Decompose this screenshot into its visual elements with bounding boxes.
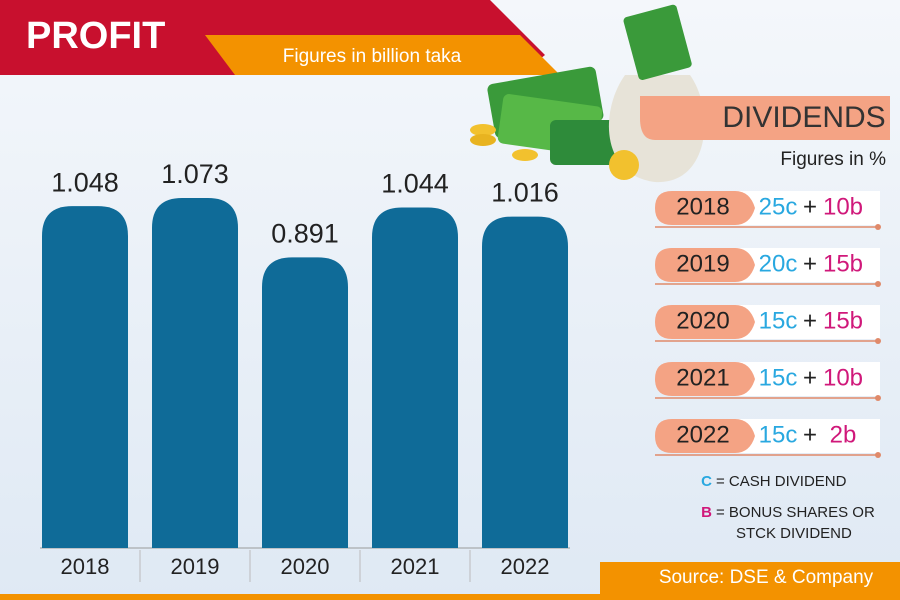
plus: + (803, 250, 817, 277)
row-background (730, 362, 880, 396)
legend-key: B (701, 504, 712, 521)
footer-strip (0, 594, 900, 600)
dividends-title: DIVIDENDS (722, 101, 885, 134)
plus: + (803, 307, 817, 334)
year: 2020 (676, 307, 729, 334)
row-dot (875, 338, 881, 344)
year-pill (655, 305, 755, 339)
plus: + (803, 364, 817, 391)
x-tick-label: 2020 (281, 554, 330, 579)
dividends-subtitle: Figures in % (780, 149, 886, 170)
cash: 15c (759, 421, 798, 448)
bonus: 2b (830, 421, 857, 448)
year: 2022 (676, 421, 729, 448)
row-background (730, 419, 880, 453)
bar (262, 257, 348, 548)
value-label: 0.891 (271, 218, 339, 248)
x-tick-label: 2022 (501, 554, 550, 579)
x-tick-label: 2018 (61, 554, 110, 579)
bar (152, 198, 238, 548)
value-label: 1.044 (381, 169, 449, 199)
row-dot (875, 224, 881, 230)
row-background (730, 305, 880, 339)
bar (42, 206, 128, 548)
subtitle-banner (205, 35, 560, 75)
plus: + (803, 193, 817, 220)
bar (482, 216, 568, 549)
legend-key: C (701, 473, 712, 490)
bar (372, 207, 458, 548)
cash: 20c (759, 250, 798, 277)
row-background (730, 248, 880, 282)
year-pill (655, 191, 755, 225)
row-dot (875, 452, 881, 458)
year: 2018 (676, 193, 729, 220)
plus: + (803, 421, 817, 448)
x-tick-label: 2021 (391, 554, 440, 579)
source-bar (600, 562, 900, 594)
row-dot (875, 395, 881, 401)
row-dot (875, 281, 881, 287)
subtitle: Figures in billion taka (283, 46, 462, 67)
year-pill (655, 419, 755, 453)
bonus: 10b (823, 193, 863, 220)
bonus: 15b (823, 250, 863, 277)
cash: 25c (759, 193, 798, 220)
legend-text: = BONUS SHARES OR (716, 504, 875, 521)
row-background (730, 191, 880, 225)
dividends-banner (640, 96, 890, 140)
value-label: 1.073 (161, 159, 229, 189)
value-label: 1.016 (491, 178, 559, 208)
bonus: 15b (823, 307, 863, 334)
year: 2019 (676, 250, 729, 277)
year-pill (655, 362, 755, 396)
year: 2021 (676, 364, 729, 391)
x-tick-label: 2019 (171, 554, 220, 579)
value-label: 1.048 (51, 167, 119, 197)
legend-text: STCK DIVIDEND (736, 525, 852, 542)
bonus: 10b (823, 364, 863, 391)
title: PROFIT (26, 15, 165, 57)
source: Source: DSE & Company (659, 567, 874, 588)
year-pill (655, 248, 755, 282)
legend-text: = CASH DIVIDEND (716, 473, 847, 490)
cash: 15c (759, 364, 798, 391)
cash: 15c (759, 307, 798, 334)
